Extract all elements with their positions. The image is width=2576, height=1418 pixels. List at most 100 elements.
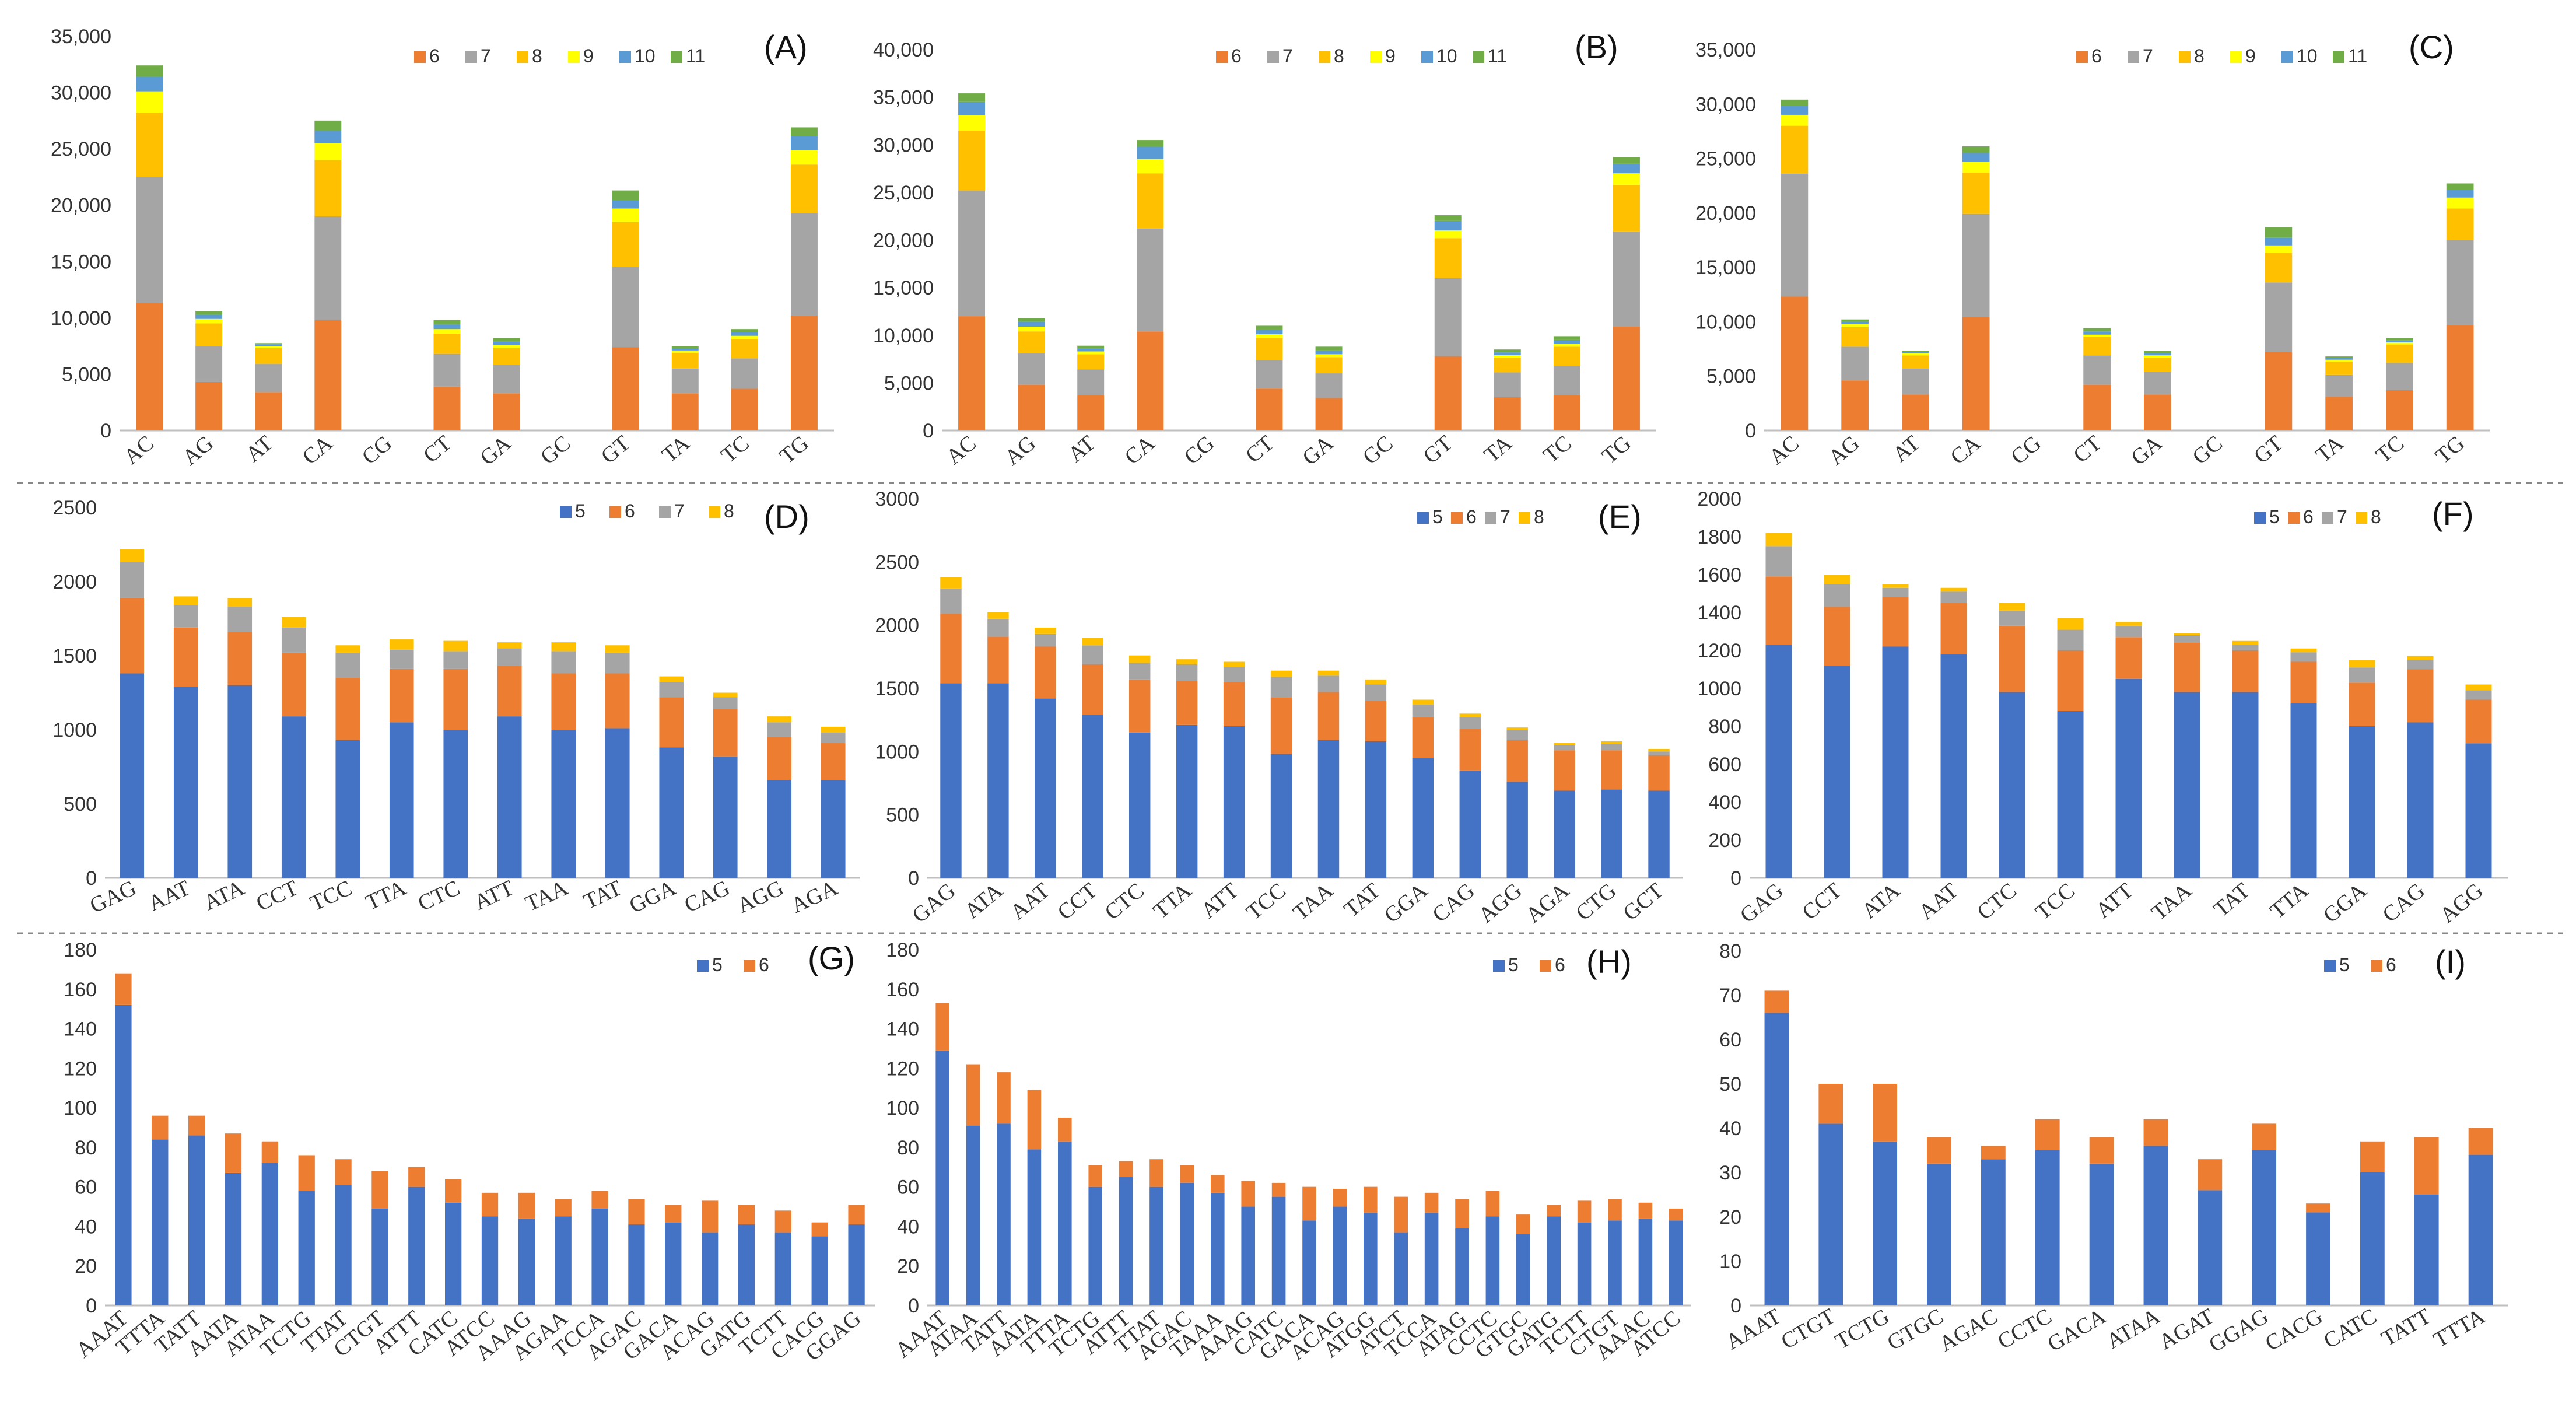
bar-segment-GAG-8: [940, 577, 962, 589]
bar-segment-CTGT-5: [1818, 1123, 1843, 1305]
y-tick-label: 60: [897, 1177, 919, 1199]
bar-segment-GT-8: [1434, 238, 1462, 278]
bar-segment-TG-6: [2446, 325, 2474, 430]
bar-segment-CA-8: [314, 160, 342, 217]
bar-segment-AC-6: [1781, 296, 1809, 430]
y-tick-label: 140: [64, 1018, 97, 1041]
bar-segment-TG-10: [2446, 190, 2474, 198]
bar-segment-ATA-8: [227, 597, 253, 607]
bar-segment-GAG-8: [120, 549, 145, 562]
bar-segment-AAAG-6: [518, 1192, 535, 1219]
bar-segment-TCTG-5: [1873, 1141, 1898, 1305]
y-tick-label: 10,000: [873, 325, 934, 347]
legend-swatch-7: [2128, 51, 2139, 63]
panel-i: 01020304050607080AAATCTGTTCTGGTGCAGACCCT…: [1719, 940, 2508, 1357]
panel-label: (B): [1575, 29, 1618, 65]
bar-segment-AG-10: [1841, 321, 1869, 324]
bar-segment-AG-6: [195, 381, 223, 430]
bar-segment-CACG-6: [2306, 1203, 2330, 1213]
y-tick-label: 5,000: [884, 372, 934, 394]
bar-segment-AC-11: [1781, 99, 1809, 107]
y-tick-label: 10,000: [51, 307, 111, 330]
y-tick-label: 120: [886, 1058, 919, 1080]
bar-segment-GCT-6: [1648, 755, 1670, 791]
bar-segment-TTAT-5: [335, 1185, 352, 1305]
bar-segment-AGG-5: [1506, 782, 1528, 878]
y-tick-label: 0: [1730, 867, 1741, 890]
bar-segment-CATC-6: [445, 1179, 462, 1203]
bar-segment-ATT-7: [1223, 667, 1245, 682]
bar-segment-AC-7: [136, 177, 163, 303]
bar-segment-AG-6: [1841, 380, 1869, 430]
y-tick-label: 1800: [1697, 526, 1741, 548]
bar-segment-TAT-5: [2232, 692, 2259, 878]
bar-segment-CCT-8: [1824, 575, 1850, 584]
bar-segment-ATA-7: [1882, 587, 1909, 597]
bar-segment-AC-10: [1781, 106, 1809, 115]
bar-segment-CTC-6: [443, 668, 468, 730]
bar-segment-CAG-7: [2407, 660, 2434, 670]
bar-segment-AT-11: [255, 343, 282, 345]
bar-segment-AC-6: [136, 303, 163, 430]
bar-segment-TG-6: [790, 315, 818, 430]
legend-swatch-6: [1451, 512, 1463, 524]
bar-segment-TCC-6: [2057, 650, 2084, 711]
bar-segment-TC-8: [2386, 344, 2413, 363]
bar-segment-ATAA-6: [966, 1064, 980, 1126]
y-tick-label: 1000: [1697, 678, 1741, 700]
bar-segment-AAAT-5: [935, 1050, 949, 1305]
bar-segment-GA-8: [493, 348, 520, 365]
legend-label: 7: [2337, 506, 2347, 527]
bar-segment-TCCA-6: [591, 1191, 608, 1209]
bar-segment-AGA-6: [1554, 750, 1575, 791]
y-tick-label: 25,000: [1695, 148, 1756, 170]
y-tick-label: 35,000: [1695, 39, 1756, 61]
bar-segment-GA-6: [1315, 398, 1343, 430]
bar-segment-AAAG-5: [1241, 1206, 1255, 1305]
bar-segment-AT-7: [1077, 369, 1105, 395]
bar-segment-TCTG-6: [1088, 1165, 1102, 1187]
y-tick-label: 2500: [52, 497, 97, 519]
bar-segment-AAT-5: [1940, 654, 1967, 878]
bar-segment-ATA-6: [987, 636, 1009, 684]
bar-segment-AT-10: [255, 344, 282, 346]
bar-segment-AG-8: [195, 323, 223, 346]
bar-segment-AT-10: [1077, 348, 1105, 352]
legend-label: 6: [625, 500, 635, 521]
bar-segment-ATGG-6: [1364, 1186, 1378, 1213]
bar-segment-TA-8: [1494, 358, 1521, 373]
bar-segment-GGAG-5: [2252, 1150, 2277, 1305]
bar-segment-TC-11: [2386, 338, 2413, 341]
bar-segment-CTC-5: [1999, 692, 2025, 878]
y-tick-label: 0: [923, 420, 934, 442]
bar-segment-ATTT-5: [1119, 1177, 1133, 1305]
bar-segment-CCTC-6: [2035, 1119, 2060, 1150]
panel-label: (F): [2432, 495, 2474, 532]
bar-segment-AAT-5: [1035, 698, 1056, 878]
bar-segment-AAT-8: [173, 596, 198, 605]
y-tick-label: 0: [86, 867, 97, 890]
bar-segment-CT-7: [1256, 360, 1283, 389]
legend-label: 5: [575, 500, 586, 521]
bar-segment-ATA-6: [227, 632, 253, 685]
bar-segment-AG-7: [1018, 353, 1045, 385]
bar-segment-TTA-8: [1176, 659, 1198, 664]
bar-segment-ATAA-6: [261, 1141, 278, 1163]
y-tick-label: 5,000: [1706, 366, 1756, 388]
bar-segment-ATAA-5: [966, 1125, 980, 1305]
bar-segment-CT-8: [433, 333, 461, 354]
legend-label: 11: [2348, 45, 2367, 66]
bar-segment-TA-7: [1494, 372, 1521, 397]
y-tick-label: 15,000: [51, 251, 111, 273]
bar-segment-GAG-7: [940, 588, 962, 614]
bar-segment-TC-6: [731, 388, 758, 430]
bar-segment-ACAG-6: [702, 1200, 719, 1233]
bar-segment-CCT-6: [281, 652, 306, 717]
bar-segment-GACA-5: [2089, 1163, 2114, 1305]
bar-segment-AGAC-5: [1981, 1159, 2006, 1305]
bar-segment-TAA-7: [1317, 675, 1340, 692]
y-tick-label: 160: [64, 979, 97, 1001]
bar-segment-TAA-5: [551, 730, 576, 878]
y-tick-label: 1500: [52, 645, 97, 667]
legend-label: 7: [1282, 45, 1293, 66]
